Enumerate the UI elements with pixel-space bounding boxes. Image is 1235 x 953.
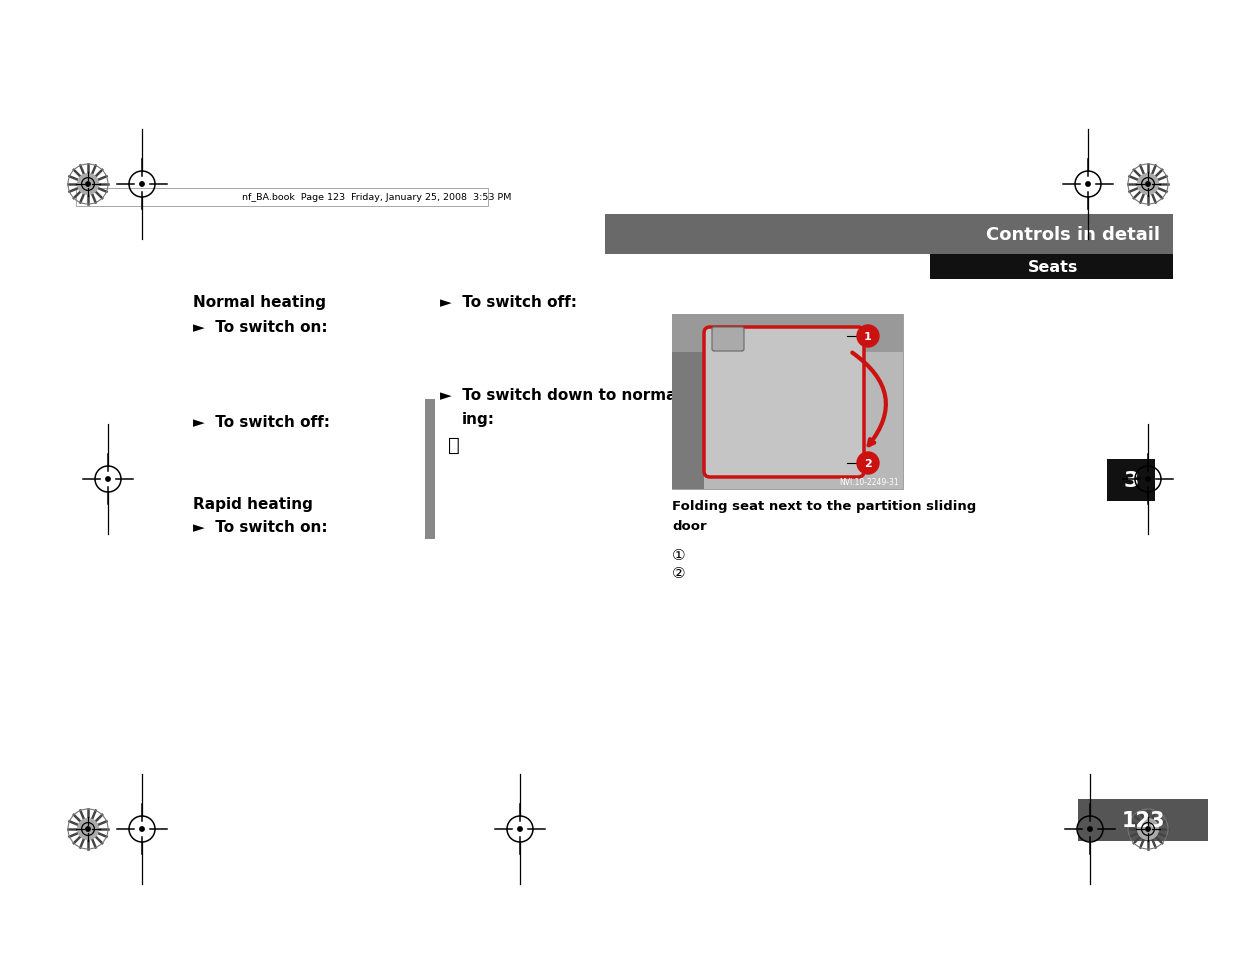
Text: Seats: Seats	[1028, 260, 1078, 274]
Circle shape	[1086, 183, 1091, 187]
Text: ►  To switch on:: ► To switch on:	[193, 319, 327, 335]
Text: ►  To switch off:: ► To switch off:	[440, 294, 577, 310]
Text: ⓘ: ⓘ	[448, 436, 459, 455]
Text: ①: ①	[672, 547, 685, 562]
Circle shape	[85, 183, 90, 187]
Text: ►  To switch off:: ► To switch off:	[193, 415, 330, 430]
Text: ►  To switch down to normal heat-: ► To switch down to normal heat-	[440, 388, 732, 402]
Text: ing:: ing:	[462, 412, 495, 427]
Circle shape	[1146, 477, 1150, 481]
Bar	[672, 314, 903, 353]
Bar	[1107, 459, 1155, 501]
Bar	[425, 399, 435, 539]
Text: 2: 2	[864, 458, 872, 469]
Bar	[1078, 800, 1208, 841]
Circle shape	[106, 477, 110, 481]
Circle shape	[1137, 819, 1158, 840]
Circle shape	[140, 827, 144, 831]
Text: ②: ②	[672, 565, 685, 580]
Circle shape	[1146, 827, 1150, 831]
Text: Normal heating: Normal heating	[193, 294, 326, 310]
Text: nf_BA.book  Page 123  Friday, January 25, 2008  3:53 PM: nf_BA.book Page 123 Friday, January 25, …	[242, 193, 511, 202]
Text: door: door	[672, 519, 706, 533]
Text: Rapid heating: Rapid heating	[193, 497, 312, 512]
Circle shape	[1137, 174, 1158, 195]
Text: 123: 123	[1121, 810, 1165, 830]
Text: NVI.10-2249-31: NVI.10-2249-31	[840, 477, 899, 486]
Bar	[605, 214, 1173, 254]
Circle shape	[78, 819, 99, 840]
Text: 1: 1	[864, 332, 872, 341]
Circle shape	[1088, 827, 1092, 831]
Circle shape	[857, 326, 879, 348]
Circle shape	[857, 453, 879, 475]
FancyBboxPatch shape	[77, 189, 488, 207]
Text: Folding seat next to the partition sliding: Folding seat next to the partition slidi…	[672, 499, 976, 513]
Bar	[672, 314, 704, 490]
Text: 3: 3	[1124, 471, 1139, 491]
Bar	[672, 314, 903, 490]
Circle shape	[517, 827, 522, 831]
Circle shape	[140, 183, 144, 187]
Circle shape	[1146, 183, 1150, 187]
Text: Controls in detail: Controls in detail	[986, 226, 1160, 244]
FancyBboxPatch shape	[704, 328, 864, 477]
FancyBboxPatch shape	[713, 328, 743, 352]
Bar	[930, 254, 1173, 280]
Circle shape	[85, 827, 90, 831]
Text: ►  To switch on:: ► To switch on:	[193, 519, 327, 535]
Circle shape	[78, 174, 99, 195]
